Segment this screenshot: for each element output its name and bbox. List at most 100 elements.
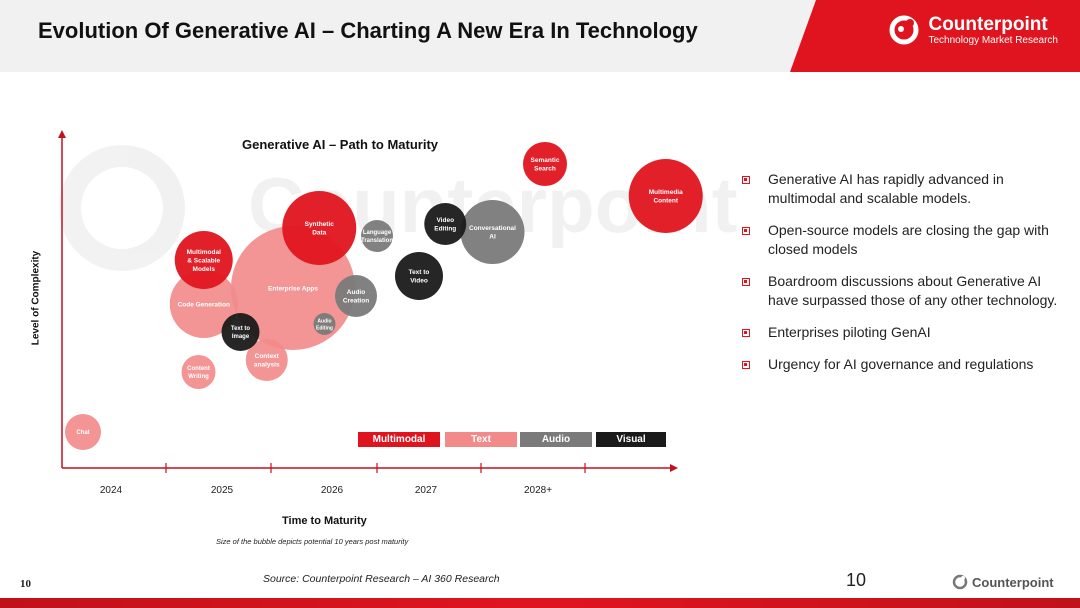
- bullet-item: Urgency for AI governance and regulation…: [742, 355, 1062, 374]
- bullet-item: Open-source models are closing the gap w…: [742, 221, 1062, 259]
- bullet-item: Generative AI has rapidly advanced in mu…: [742, 170, 1062, 208]
- bubble-circle: [460, 200, 525, 264]
- bubble-label: Content: [653, 198, 678, 205]
- header-brand-panel: [790, 0, 1080, 72]
- bubble-circle: [169, 270, 238, 338]
- bubble-label: Multimodal: [187, 249, 221, 256]
- bullet-square-icon: [742, 361, 750, 369]
- bubble-label: Multimedia: [649, 189, 683, 196]
- legend-audio: Audio: [520, 432, 592, 447]
- bubble-label: Code Generation: [178, 301, 230, 308]
- bullet-item: Enterprises piloting GenAI: [742, 323, 1062, 342]
- bubble-label: Context: [255, 353, 280, 360]
- bubble-label: Chat: [76, 430, 89, 436]
- bubble-text-to-image: Text to Image: [221, 313, 260, 351]
- bubble-label: Text to: [409, 269, 430, 276]
- bubble-code-generation: Code Generation: [169, 270, 238, 338]
- counterpoint-logo-icon: [889, 15, 919, 45]
- bubble-circle: [523, 142, 567, 186]
- header-logo: Counterpoint Technology Market Research: [888, 14, 1058, 46]
- bubble-circle: [282, 191, 357, 265]
- bubble-label: Editing: [434, 226, 456, 233]
- bubble-label: Synthetic: [305, 221, 335, 228]
- bubble-label: Editing: [316, 325, 333, 331]
- bubble-video-editing: Video Editing: [424, 203, 467, 245]
- bubble-label: Content: [187, 366, 210, 372]
- bullet-square-icon: [742, 227, 750, 235]
- y-axis-arrow: [58, 130, 66, 138]
- bubble-circle: [181, 355, 216, 389]
- logo-tagline: Technology Market Research: [928, 34, 1058, 46]
- bubble-label: Image: [232, 334, 250, 340]
- logo-name: Counterpoint: [928, 13, 1048, 35]
- bubble-label: Translation: [361, 238, 393, 244]
- bubble-circle: [424, 203, 467, 245]
- bubble-text-to-video: Text to Video: [395, 252, 443, 300]
- bubble-audio-creation: Audio Creation: [335, 275, 377, 317]
- bubble-label: Language: [363, 230, 392, 236]
- x-axis-label: Time to Maturity: [282, 515, 367, 527]
- source-note: Source: Counterpoint Research – AI 360 R…: [263, 573, 500, 585]
- slide-number-left: 10: [20, 578, 31, 590]
- bubble-chat: Chat: [65, 414, 101, 450]
- bubble-conversational-ai: Conversational AI: [460, 200, 525, 264]
- legend-text: Text: [445, 432, 517, 447]
- counterpoint-logo-icon: [952, 574, 968, 590]
- bubble-label: Video: [436, 217, 454, 224]
- bubble-layer: Enterprise Apps Synthetic Data Multimedia Co…: [65, 142, 703, 450]
- page-number: 10: [846, 570, 867, 590]
- bubble-label: Conversational: [469, 225, 516, 232]
- bubble-circle: [245, 339, 288, 381]
- key-points-list: Generative AI has rapidly advanced in mu…: [742, 170, 1062, 387]
- bubble-label: Video: [410, 278, 428, 285]
- bubble-circle: [313, 313, 336, 335]
- bubble-label: Enterprise Apps: [268, 285, 318, 292]
- bubble-circle: [174, 231, 233, 289]
- bubble-context-analysis: Context analysis: [245, 339, 288, 381]
- bullet-square-icon: [742, 278, 750, 286]
- bottom-accent-bar: [0, 598, 1080, 608]
- bubble-circle: [628, 159, 703, 233]
- legend-visual: Visual: [596, 432, 666, 447]
- bubble-semantic-search: Semantic Search: [523, 142, 567, 186]
- bullet-item: Boardroom discussions about Generative A…: [742, 272, 1062, 310]
- bubble-label: Semantic: [531, 157, 560, 164]
- bubble-multimodal-scalable-models: Multimodal& Scalable Models: [174, 231, 233, 289]
- legend-multimodal: Multimodal: [358, 432, 440, 447]
- bubble-circle: [65, 414, 101, 450]
- bubble-circle: [395, 252, 443, 300]
- footer-logo-name: Counterpoint: [972, 574, 1054, 590]
- bubble-label: Audio: [347, 289, 365, 296]
- chart-title: Generative AI – Path to Maturity: [242, 137, 439, 152]
- bubble-multimedia-content: Multimedia Content: [628, 159, 703, 233]
- bubble-circle: [335, 275, 377, 317]
- bubble-language-translation: Language Translation: [361, 220, 393, 252]
- bubble-label: AI: [489, 234, 496, 241]
- bubble-label: Text to: [231, 326, 251, 332]
- bubble-label: Search: [534, 166, 556, 173]
- bubble-content-writing: Content Writing: [181, 355, 216, 389]
- bubble-size-note: Size of the bubble depicts potential 10 …: [216, 537, 409, 546]
- y-axis-label: Level of Complexity: [30, 250, 42, 346]
- bullet-square-icon: [742, 329, 750, 337]
- bubble-label: analysis: [254, 362, 280, 369]
- footer-logo: Counterpoint: [952, 574, 1054, 590]
- bubble-label: Creation: [343, 298, 369, 305]
- chart-axes: [58, 130, 678, 473]
- x-tick-label: 2028+: [523, 485, 553, 496]
- bubble-synthetic-data: Synthetic Data: [282, 191, 357, 265]
- bubble-label: Writing: [188, 374, 209, 380]
- x-tick-label: 2024: [99, 485, 123, 496]
- x-tick-label: 2027: [414, 485, 438, 496]
- bullet-square-icon: [742, 176, 750, 184]
- x-axis-arrow: [670, 464, 678, 472]
- x-tick-label: 2026: [320, 485, 344, 496]
- bubble-circle: [221, 313, 260, 351]
- bubble-circle: [361, 220, 393, 252]
- bubble-label: Audio: [317, 318, 331, 324]
- slide-title: Evolution Of Generative AI – Charting A …: [38, 18, 698, 43]
- x-tick-label: 2025: [210, 485, 234, 496]
- bubble-label: Models: [193, 266, 216, 273]
